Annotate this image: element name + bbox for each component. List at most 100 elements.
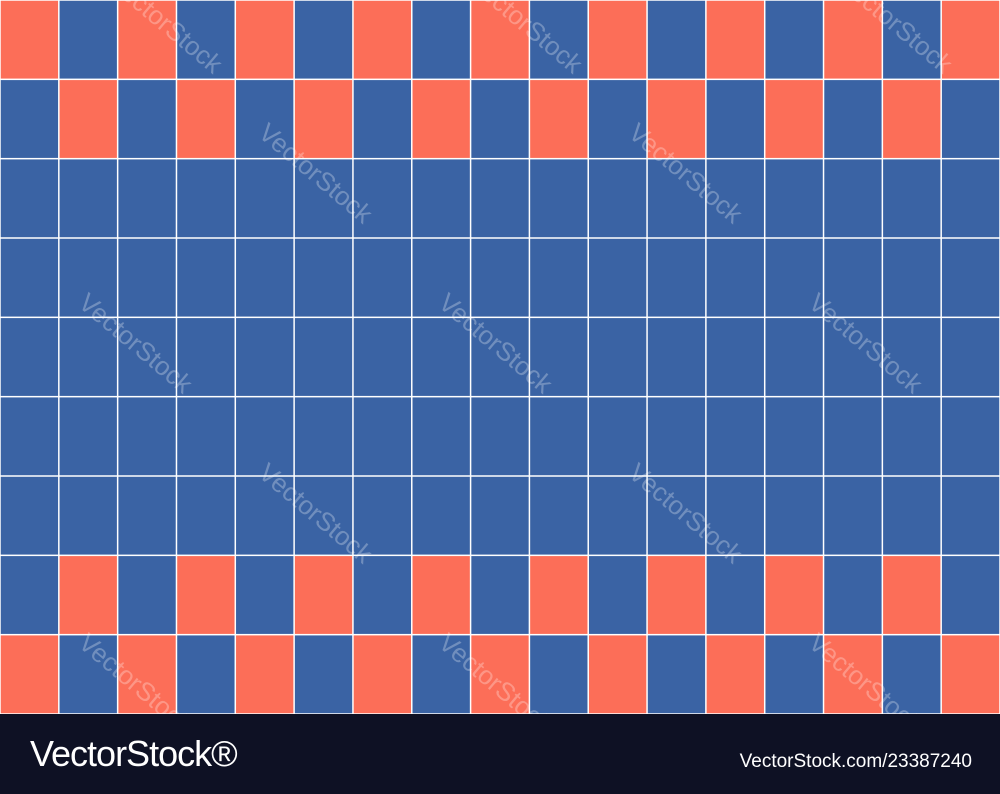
tile [765, 0, 823, 79]
tile [0, 476, 59, 555]
tile [706, 80, 764, 158]
tile [294, 238, 353, 317]
tile [236, 556, 294, 634]
tile [353, 159, 412, 238]
tile [588, 80, 647, 158]
tile [236, 0, 294, 79]
tile [412, 318, 470, 396]
tile [412, 635, 470, 714]
tile [883, 238, 941, 317]
tile [118, 238, 176, 317]
tile [0, 556, 59, 634]
tile [59, 556, 117, 634]
tile [765, 556, 823, 634]
tile [59, 476, 117, 555]
tile [236, 318, 294, 396]
tile [294, 159, 353, 238]
tile [0, 635, 59, 714]
tile [941, 397, 1000, 476]
tile [353, 635, 412, 714]
tile [471, 476, 529, 555]
tile [353, 0, 412, 79]
tile [118, 556, 176, 634]
tile [765, 159, 823, 238]
tile [530, 318, 588, 396]
tile [0, 397, 59, 476]
tile [118, 476, 176, 555]
footer-credit: VectorStock.com/23387240 [740, 751, 972, 772]
tile [765, 635, 823, 714]
tile [530, 238, 588, 317]
tile [412, 476, 470, 555]
tile [824, 397, 882, 476]
tile [647, 238, 706, 317]
tile [706, 238, 764, 317]
tile [883, 397, 941, 476]
tile [883, 635, 941, 714]
tile [236, 476, 294, 555]
tile [765, 476, 823, 555]
tile [765, 80, 823, 158]
tile [530, 159, 588, 238]
tile [647, 80, 706, 158]
tile [471, 0, 529, 79]
tile [0, 318, 59, 396]
tile [59, 318, 117, 396]
tile [294, 318, 353, 396]
tile [588, 397, 647, 476]
tile [530, 476, 588, 555]
tile [412, 556, 470, 634]
tile [588, 318, 647, 396]
tile [412, 397, 470, 476]
tile [294, 0, 353, 79]
tile [824, 159, 882, 238]
tile [883, 159, 941, 238]
tile [118, 0, 176, 79]
tile [824, 635, 882, 714]
tile [177, 556, 235, 634]
tile [236, 635, 294, 714]
tile [706, 397, 764, 476]
tile [353, 318, 412, 396]
tile [59, 80, 117, 158]
tile [883, 80, 941, 158]
tile [530, 635, 588, 714]
tile [765, 397, 823, 476]
tile [236, 397, 294, 476]
tile [530, 0, 588, 79]
tile [588, 238, 647, 317]
tile [647, 476, 706, 555]
tile [647, 397, 706, 476]
tile [647, 159, 706, 238]
tile [412, 159, 470, 238]
tile [59, 238, 117, 317]
tile [353, 80, 412, 158]
tile [471, 556, 529, 634]
tile [824, 318, 882, 396]
tile [471, 159, 529, 238]
tile [353, 556, 412, 634]
tile [883, 0, 941, 79]
tile [294, 397, 353, 476]
tile [941, 318, 1000, 396]
tile [177, 238, 235, 317]
tile [59, 397, 117, 476]
tile [647, 556, 706, 634]
tile [530, 80, 588, 158]
tile [471, 318, 529, 396]
tile [588, 0, 647, 79]
tile [294, 80, 353, 158]
tile [353, 476, 412, 555]
tile [118, 635, 176, 714]
tile [588, 635, 647, 714]
tile [471, 238, 529, 317]
tile [706, 0, 764, 79]
tile [353, 238, 412, 317]
tiles [0, 0, 1000, 714]
tile [353, 397, 412, 476]
tile [59, 635, 117, 714]
tile [59, 0, 117, 79]
tile [118, 318, 176, 396]
